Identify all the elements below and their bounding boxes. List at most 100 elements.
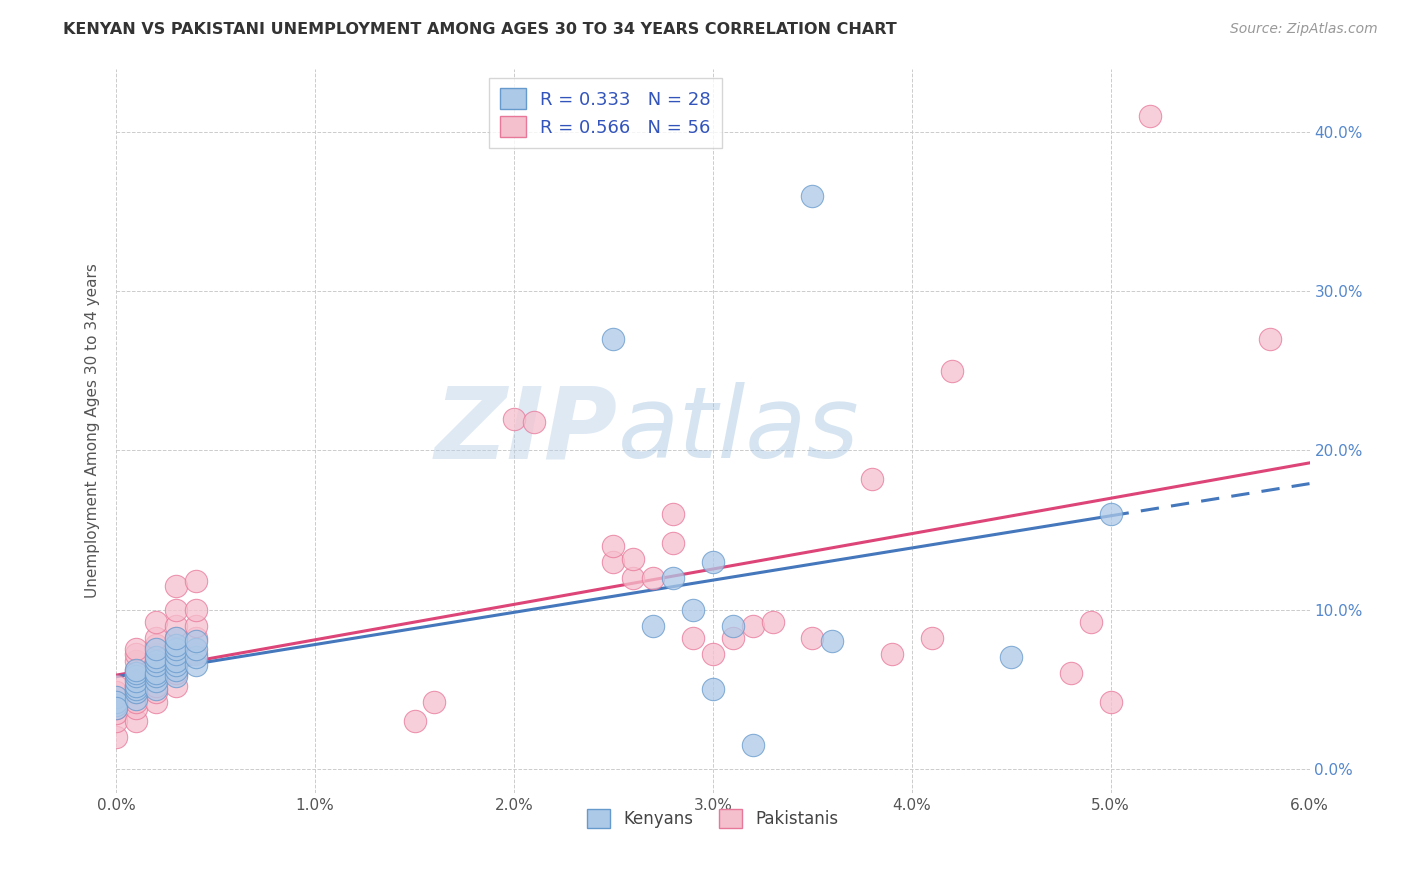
Point — [105, 714, 128, 728]
Point — [643, 571, 665, 585]
Point — [105, 690, 128, 705]
Point — [184, 634, 207, 648]
Point — [145, 666, 167, 681]
Point — [602, 332, 624, 346]
Point — [1258, 332, 1281, 346]
Point — [621, 571, 644, 585]
Point — [1099, 695, 1122, 709]
Point — [165, 632, 187, 646]
Point — [145, 658, 167, 673]
Point — [184, 574, 207, 588]
Point — [125, 685, 148, 699]
Point — [165, 669, 187, 683]
Point — [165, 663, 187, 677]
Point — [702, 682, 724, 697]
Point — [125, 679, 148, 693]
Point — [125, 663, 148, 677]
Point — [145, 642, 167, 657]
Point — [941, 364, 963, 378]
Point — [662, 571, 685, 585]
Point — [682, 632, 704, 646]
Point — [184, 632, 207, 646]
Point — [145, 647, 167, 661]
Point — [801, 632, 824, 646]
Point — [721, 632, 744, 646]
Point — [145, 650, 167, 665]
Point — [165, 654, 187, 668]
Point — [105, 698, 128, 712]
Point — [125, 701, 148, 715]
Point — [145, 685, 167, 699]
Point — [125, 669, 148, 683]
Point — [145, 654, 167, 668]
Point — [503, 411, 526, 425]
Point — [125, 714, 148, 728]
Point — [125, 642, 148, 657]
Point — [105, 730, 128, 744]
Point — [1080, 615, 1102, 630]
Point — [702, 555, 724, 569]
Point — [165, 602, 187, 616]
Point — [602, 555, 624, 569]
Point — [105, 690, 128, 705]
Point — [404, 714, 426, 728]
Point — [145, 669, 167, 683]
Text: Source: ZipAtlas.com: Source: ZipAtlas.com — [1230, 22, 1378, 37]
Point — [801, 189, 824, 203]
Point — [105, 685, 128, 699]
Point — [184, 650, 207, 665]
Point — [702, 647, 724, 661]
Point — [921, 632, 943, 646]
Point — [184, 602, 207, 616]
Point — [125, 669, 148, 683]
Point — [1000, 650, 1022, 665]
Point — [662, 536, 685, 550]
Point — [165, 658, 187, 673]
Point — [125, 691, 148, 706]
Point — [423, 695, 446, 709]
Point — [145, 632, 167, 646]
Point — [523, 415, 546, 429]
Point — [821, 634, 844, 648]
Point — [602, 539, 624, 553]
Point — [125, 679, 148, 693]
Point — [165, 642, 187, 657]
Point — [184, 642, 207, 657]
Point — [165, 618, 187, 632]
Point — [621, 551, 644, 566]
Point — [184, 647, 207, 661]
Point — [1139, 109, 1161, 123]
Point — [682, 602, 704, 616]
Point — [165, 579, 187, 593]
Point — [105, 695, 128, 709]
Point — [184, 618, 207, 632]
Point — [125, 663, 148, 677]
Point — [1099, 507, 1122, 521]
Point — [125, 685, 148, 699]
Point — [741, 618, 763, 632]
Point — [125, 682, 148, 697]
Point — [145, 615, 167, 630]
Point — [761, 615, 783, 630]
Point — [662, 507, 685, 521]
Point — [105, 701, 128, 715]
Point — [125, 666, 148, 681]
Legend: Kenyans, Pakistanis: Kenyans, Pakistanis — [581, 803, 845, 835]
Point — [125, 674, 148, 689]
Point — [145, 669, 167, 683]
Point — [643, 618, 665, 632]
Point — [105, 701, 128, 715]
Point — [145, 679, 167, 693]
Point — [125, 695, 148, 709]
Point — [165, 638, 187, 652]
Point — [165, 679, 187, 693]
Point — [741, 738, 763, 752]
Point — [105, 679, 128, 693]
Point — [165, 666, 187, 681]
Point — [145, 682, 167, 697]
Point — [145, 674, 167, 689]
Point — [721, 618, 744, 632]
Point — [1060, 666, 1083, 681]
Point — [860, 472, 883, 486]
Point — [125, 654, 148, 668]
